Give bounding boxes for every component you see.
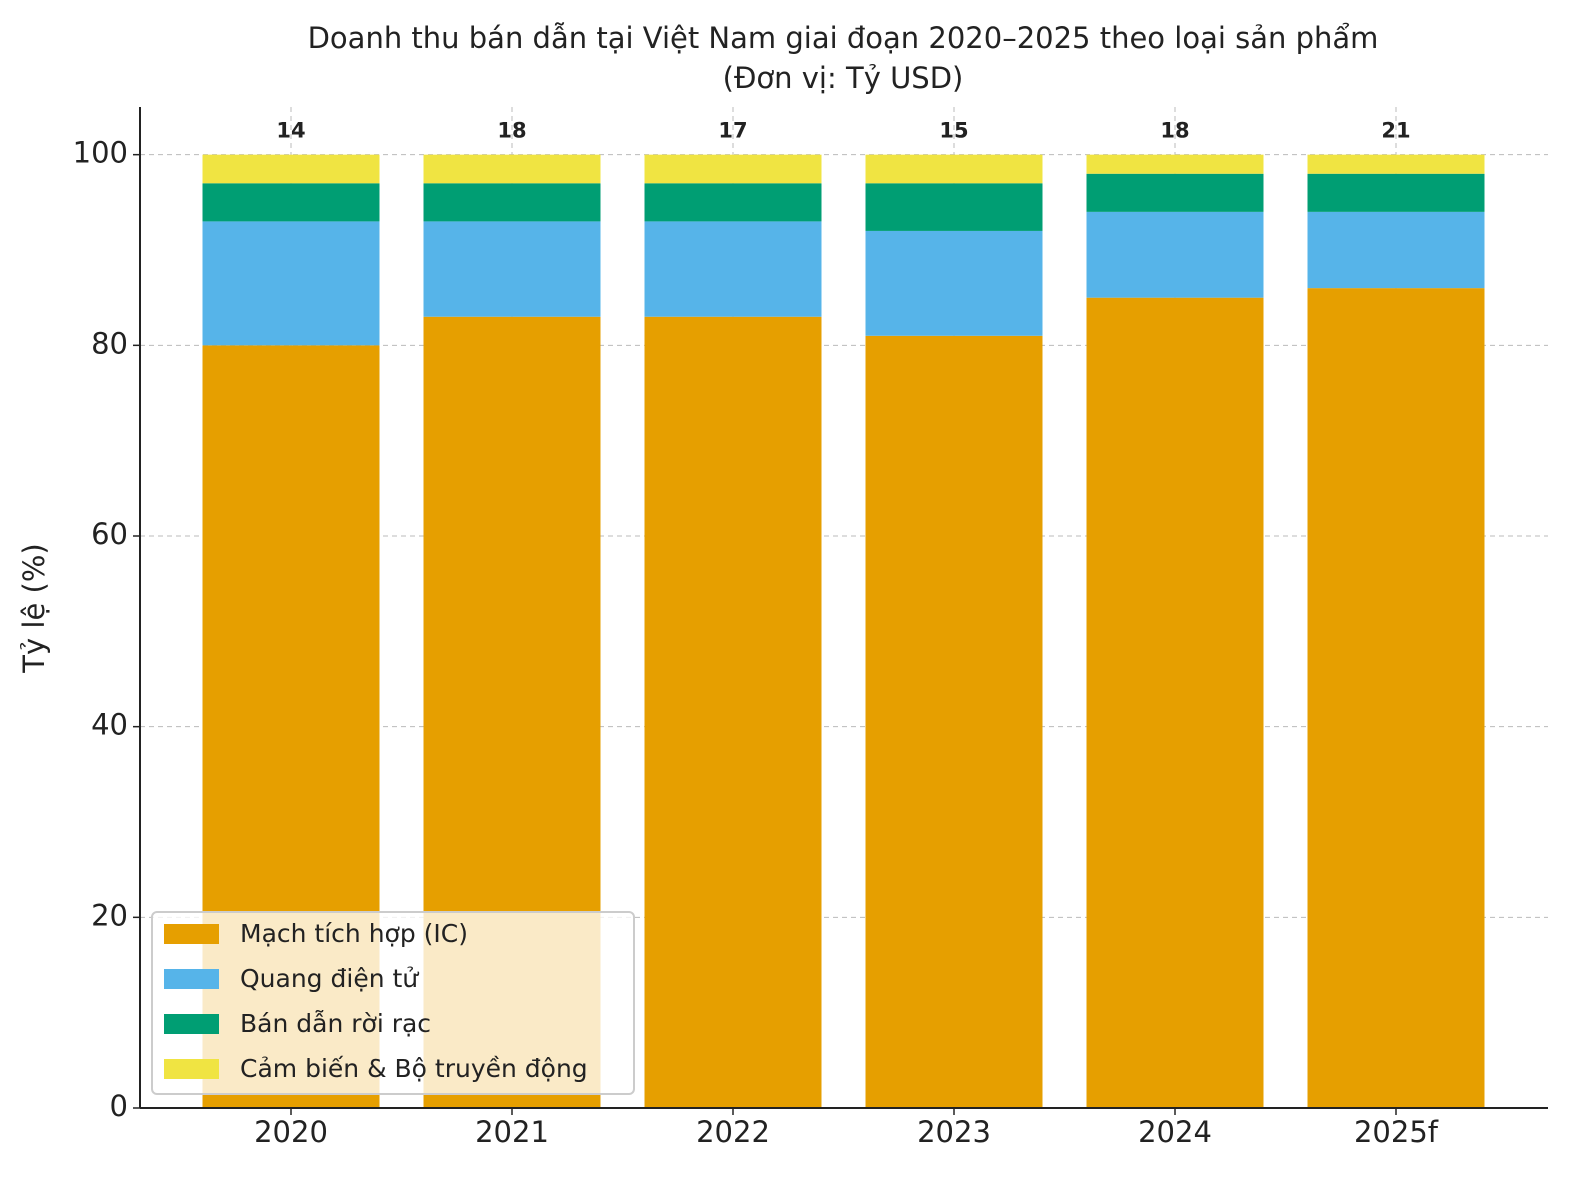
bar-segment <box>644 316 822 1108</box>
total-label: 17 <box>718 119 747 143</box>
x-tick-label: 2024 <box>1138 1115 1212 1149</box>
legend-swatch <box>164 1014 219 1034</box>
bar-segment <box>202 183 380 222</box>
total-label: 21 <box>1381 119 1410 143</box>
bar-segment <box>1086 211 1264 298</box>
x-tick-label: 2022 <box>696 1115 770 1149</box>
legend-label: Cảm biến & Bộ truyền động <box>240 1054 588 1083</box>
y-tick-label: 40 <box>91 708 128 742</box>
bar-segment <box>1307 154 1485 174</box>
y-tick-label: 0 <box>110 1089 128 1123</box>
total-label: 14 <box>276 119 305 143</box>
legend-box <box>151 911 635 1095</box>
bar-segment <box>865 183 1043 231</box>
bar-segment <box>644 183 822 222</box>
bar-segment <box>1307 288 1485 1109</box>
bar-segment <box>202 154 380 184</box>
bar-segment <box>423 221 601 317</box>
legend-swatch <box>164 924 219 944</box>
x-tick-label: 2021 <box>475 1115 549 1149</box>
x-tick-label: 2025f <box>1354 1115 1439 1149</box>
legend-label: Bán dẫn rời rạc <box>240 1009 431 1038</box>
total-label: 15 <box>939 119 968 143</box>
bar-segment <box>423 183 601 222</box>
bar-segment <box>865 154 1043 184</box>
legend-swatch <box>164 969 219 989</box>
bar-segment <box>1086 154 1264 174</box>
chart-title: Doanh thu bán dẫn tại Việt Nam giai đoạn… <box>308 21 1379 55</box>
bar-segment <box>865 335 1043 1108</box>
bar-segment <box>1086 297 1264 1109</box>
x-tick-label: 2023 <box>917 1115 991 1149</box>
y-axis-label: Tỷ lệ (%) <box>17 543 51 673</box>
y-tick-label: 20 <box>91 898 128 932</box>
legend-label: Quang điện tử <box>240 964 419 993</box>
x-tick-label: 2020 <box>254 1115 328 1149</box>
bar-segment <box>1307 173 1485 212</box>
bar-segment <box>644 154 822 184</box>
bar-segment <box>865 230 1043 336</box>
y-tick-label: 100 <box>73 136 128 170</box>
bar-segment <box>1307 211 1485 289</box>
bar-segment <box>1086 173 1264 212</box>
total-label: 18 <box>497 119 526 143</box>
y-tick-label: 60 <box>91 517 128 551</box>
y-tick-label: 80 <box>91 326 128 360</box>
legend-swatch <box>164 1059 219 1079</box>
bar-segment <box>423 154 601 184</box>
legend-label: Mạch tích hợp (IC) <box>240 919 468 948</box>
total-label: 18 <box>1160 119 1189 143</box>
chart-subtitle: (Đơn vị: Tỷ USD) <box>723 61 964 95</box>
bar-segment <box>202 221 380 346</box>
bar-segment <box>644 221 822 317</box>
